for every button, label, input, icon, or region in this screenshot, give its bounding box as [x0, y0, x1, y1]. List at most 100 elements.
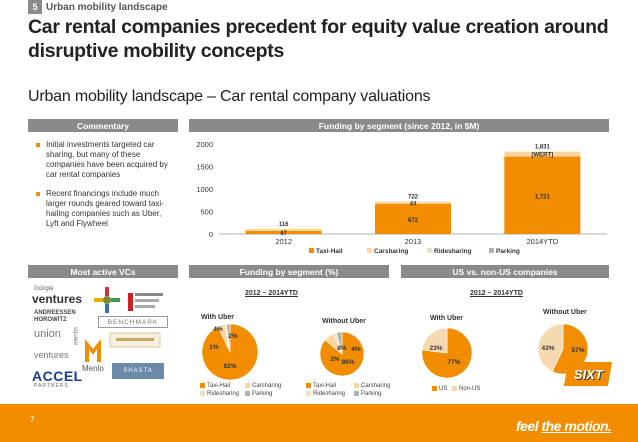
pie-slice — [551, 323, 589, 375]
bar-segment — [245, 228, 322, 231]
pie-value-label: 43% — [541, 345, 554, 352]
x-tick-label: 2013 — [405, 237, 422, 246]
pie-slice — [421, 327, 473, 379]
andreessen-logo: ANDREESSEN HOROWITZ — [34, 310, 76, 323]
bar-segment — [375, 203, 451, 234]
vcs-header: Most active VCs — [28, 265, 178, 278]
pie3-title: With Uber — [430, 315, 463, 322]
bar-segment — [245, 230, 322, 234]
sixt-logo-text: SIXT — [573, 366, 603, 382]
legend-nonus: Non-US — [459, 386, 481, 393]
legend-taxi: Taxi-Hail — [313, 383, 337, 389]
google-ventures-mark-icon — [94, 287, 120, 313]
menlo-logo: Menlo — [82, 364, 104, 373]
bar-segment — [504, 156, 581, 234]
legend-swatch — [427, 248, 432, 253]
slogan-feel: feel — [516, 418, 539, 434]
legend-swatch — [309, 248, 314, 253]
legend-carsharing: Carsharing — [252, 383, 282, 389]
pie-value-label: 8% — [337, 345, 347, 352]
pie-value-label: 4% — [213, 326, 223, 333]
vc-logos: Google ventures ANDREESSEN HOROWITZ BENC… — [28, 283, 178, 401]
us-period-label: 2012 – 2014YTD — [470, 290, 523, 297]
founders-fund-logo-icon — [109, 332, 161, 348]
shasta-logo: SHASTA — [112, 363, 164, 379]
menlo-m-icon — [85, 339, 101, 362]
legend-taxi: Taxi-Hail — [207, 383, 231, 389]
bar-taxi-label: 1,721 — [535, 194, 551, 200]
section-label: Urban mobility landscape — [46, 1, 168, 13]
pie-slice — [421, 327, 448, 354]
pie-without-uber-segments: 86% 8% 2% 4% — [319, 331, 365, 377]
legend-label: Parking — [496, 248, 520, 255]
legend-parking: Parking — [252, 391, 273, 397]
pie-legend-segments-2: Taxi-Hail Carsharing Ridesharing Parking — [306, 382, 396, 398]
pie4-title: Without Uber — [543, 309, 587, 316]
legend-ridesharing: Ridesharing — [207, 391, 240, 397]
legend-us: US — [439, 386, 448, 393]
bar-carsharing-label: [WERT] — [531, 153, 553, 159]
y-tick-label: 2000 — [196, 140, 213, 149]
pie1-title: With Uber — [201, 314, 234, 321]
legend-parking: Parking — [361, 391, 382, 397]
bar-taxi-label: 672 — [408, 218, 419, 224]
legend-swatch — [489, 248, 494, 253]
pie-legend-segments-1: Taxi-Hail Carsharing Ridesharing Parking — [200, 382, 290, 398]
bar-total-label: 116 — [279, 222, 289, 228]
us-header: US vs. non-US companies — [401, 265, 609, 278]
page-title: Car rental companies precedent for equit… — [28, 16, 609, 62]
sixt-logo: SIXT — [563, 362, 613, 386]
pie2-title: Without Uber — [322, 318, 366, 325]
x-tick-label: 2014YTD — [526, 237, 558, 246]
union-ventures-text: ventures — [34, 350, 69, 360]
legend-label: Carsharing — [374, 248, 408, 255]
lerer-ventures-logo-icon — [128, 293, 163, 311]
benchmark-logo: BENCHMARK — [98, 316, 168, 328]
union-square-logo: union — [34, 328, 61, 340]
section-tag: 5 Urban mobility landscape — [28, 0, 168, 14]
bar-total-label: 722 — [408, 195, 419, 201]
y-tick-label: 1000 — [196, 185, 213, 194]
pie-slice — [336, 331, 343, 355]
pie-value-label: 57% — [571, 347, 584, 354]
pie-value-label: 1% — [209, 344, 219, 351]
pie-value-label: 92% — [223, 363, 236, 370]
accel-partners-text: PARTNERS — [34, 383, 69, 389]
y-tick-label: 0 — [209, 230, 213, 239]
pie-with-uber-segments: 92% 4% 1% 2% — [201, 323, 259, 381]
bar-segment — [375, 201, 451, 203]
pie-us-without-uber: 57% 43% — [537, 323, 589, 375]
google-logo-text: Google — [34, 286, 54, 292]
pie-slice — [226, 323, 231, 353]
y-tick-label: 1500 — [196, 163, 213, 172]
google-ventures-logo: ventures — [32, 292, 83, 306]
pct-period-label: 2012 – 2014YTD — [245, 290, 298, 297]
bar-total-label: 1,831 — [535, 145, 551, 151]
accel-logo: ACCEL — [32, 368, 83, 384]
pie-us-with-uber: 77% 23% — [421, 327, 473, 379]
slogan-motion: the motion. — [541, 418, 612, 434]
pie-value-label: 4% — [351, 346, 361, 353]
y-tick-label: 500 — [200, 208, 213, 217]
pie-slice — [537, 323, 564, 373]
commentary-list: Initial investments targeted car sharing… — [36, 140, 170, 238]
funding-pct-header: Funding by segment (%) — [189, 265, 389, 278]
bar-carsharing-label: 44 — [410, 201, 417, 207]
legend-ridesharing: Ridesharing — [313, 391, 346, 397]
commentary-header: Commentary — [28, 119, 178, 132]
funding-header: Funding by segment (since 2012, in $M) — [189, 119, 609, 132]
pie-legend-us: US Non-US — [432, 386, 480, 392]
pie-value-label: 86% — [341, 359, 354, 366]
pie-value-label: 2% — [228, 333, 238, 340]
legend-label: Ridesharing — [434, 248, 472, 255]
bar-taxi-label: 67 — [280, 231, 287, 237]
footer-slogan: feel the motion. — [516, 418, 612, 434]
commentary-bullet: Recent financings include much larger ro… — [36, 189, 170, 229]
bar-segment — [375, 201, 451, 204]
page-number: 7 — [30, 415, 35, 424]
commentary-bullet: Initial investments targeted car sharing… — [36, 140, 170, 180]
page-subtitle: Urban mobility landscape – Car rental co… — [28, 88, 431, 105]
legend-label: Taxi-Hail — [316, 248, 343, 255]
union-square-side: square — [72, 327, 78, 346]
